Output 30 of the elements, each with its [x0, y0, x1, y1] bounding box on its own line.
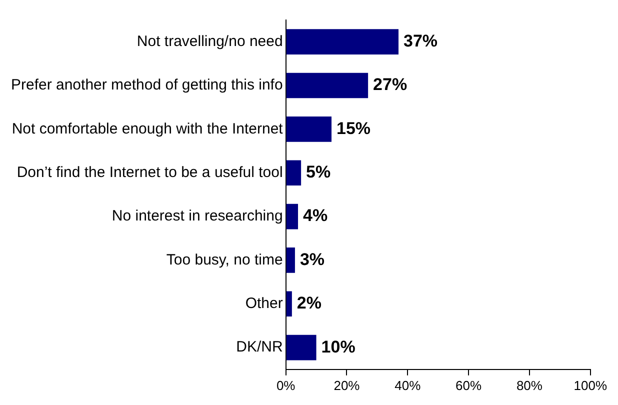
- data-label: 3%: [300, 250, 325, 269]
- y-tick-label: Don’t find the Internet to be a useful tool: [16, 164, 283, 182]
- y-tick-label: Not travelling/no need: [136, 32, 283, 50]
- x-tick-label: 0%: [276, 378, 296, 393]
- y-tick-label: Not comfortable enough with the Internet: [12, 120, 284, 138]
- bar: [286, 204, 298, 230]
- data-label: 2%: [296, 294, 322, 313]
- data-label: 37%: [404, 32, 438, 51]
- bar: [286, 248, 295, 273]
- x-tick-label: 60%: [456, 378, 482, 393]
- data-label: 27%: [373, 75, 408, 94]
- x-tick-label: 20%: [334, 378, 360, 393]
- bar: [286, 291, 292, 317]
- bar: [286, 160, 302, 186]
- bar: [286, 72, 368, 98]
- bar: [286, 29, 399, 55]
- x-tick-label: 100%: [574, 378, 608, 393]
- y-tick-label: No interest in researching: [112, 208, 283, 225]
- y-tick-label: Other: [245, 295, 283, 312]
- data-label: 5%: [306, 162, 331, 182]
- y-tick-label: Prefer another method of getting this info: [10, 76, 283, 94]
- x-tick-label: 80%: [516, 378, 543, 393]
- y-tick-label: Too busy, no time: [166, 251, 283, 268]
- y-tick-label: DK/NR: [236, 338, 283, 356]
- data-label: 4%: [303, 206, 328, 226]
- x-tick-label: 40%: [394, 378, 422, 393]
- bar: [286, 116, 332, 142]
- bar: [286, 334, 316, 360]
- data-label: 15%: [336, 118, 371, 138]
- data-label: 10%: [321, 337, 356, 356]
